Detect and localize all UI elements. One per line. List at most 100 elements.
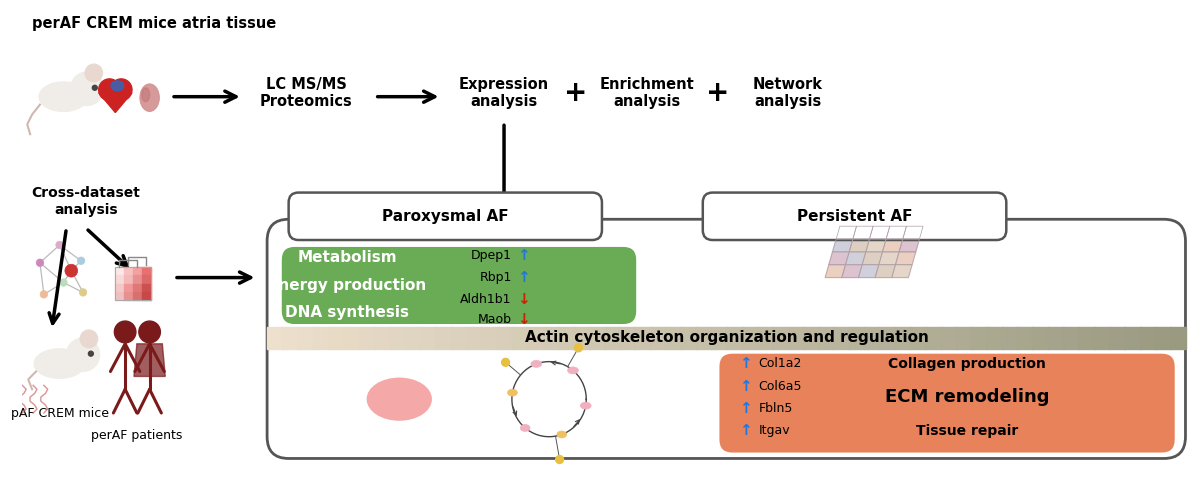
Bar <box>971 327 988 349</box>
Bar <box>115 292 124 300</box>
Circle shape <box>139 321 161 343</box>
Text: +: + <box>706 79 730 107</box>
Bar <box>436 327 451 349</box>
Bar <box>512 327 528 349</box>
Ellipse shape <box>581 402 592 409</box>
Bar <box>115 267 150 300</box>
Bar <box>343 327 360 349</box>
Bar <box>466 327 482 349</box>
Text: Expression
analysis: Expression analysis <box>458 76 550 109</box>
Polygon shape <box>870 226 889 239</box>
Ellipse shape <box>142 88 150 101</box>
Bar <box>142 292 150 300</box>
Bar <box>329 327 344 349</box>
Bar <box>635 327 650 349</box>
Text: pAF CREM mice: pAF CREM mice <box>11 407 108 420</box>
Circle shape <box>89 351 94 356</box>
Bar <box>941 327 956 349</box>
Text: Fbln5: Fbln5 <box>758 401 793 414</box>
Circle shape <box>71 72 103 106</box>
Bar <box>1063 327 1079 349</box>
Text: Energy production: Energy production <box>269 278 426 293</box>
Bar <box>133 284 142 292</box>
Bar <box>680 327 697 349</box>
Circle shape <box>114 321 136 343</box>
Bar <box>268 327 283 349</box>
Ellipse shape <box>868 199 890 217</box>
Text: Col1a2: Col1a2 <box>758 357 802 370</box>
Bar <box>133 275 142 284</box>
Polygon shape <box>134 344 166 376</box>
Bar <box>527 327 544 349</box>
Polygon shape <box>853 226 874 239</box>
Polygon shape <box>899 239 919 252</box>
Bar <box>115 284 124 292</box>
Ellipse shape <box>38 82 88 112</box>
Polygon shape <box>902 226 923 239</box>
Bar <box>710 327 727 349</box>
Bar <box>374 327 390 349</box>
Bar <box>1109 327 1126 349</box>
Circle shape <box>77 257 85 265</box>
Bar <box>1018 327 1033 349</box>
Text: Rbp1: Rbp1 <box>480 271 512 284</box>
Bar <box>787 327 804 349</box>
Text: ↑: ↑ <box>517 270 529 285</box>
Ellipse shape <box>521 425 530 431</box>
FancyBboxPatch shape <box>720 354 1175 453</box>
Text: ↓: ↓ <box>517 312 529 327</box>
Ellipse shape <box>530 360 541 368</box>
Ellipse shape <box>140 84 160 112</box>
Bar <box>773 327 788 349</box>
Bar <box>124 292 133 300</box>
Polygon shape <box>892 265 912 278</box>
Bar <box>1154 327 1171 349</box>
Ellipse shape <box>508 389 517 396</box>
Polygon shape <box>858 265 878 278</box>
Bar <box>313 327 329 349</box>
FancyBboxPatch shape <box>282 247 636 324</box>
Bar <box>848 327 865 349</box>
Bar <box>420 327 437 349</box>
Circle shape <box>85 64 103 82</box>
Bar <box>834 327 850 349</box>
Text: ECM remodeling: ECM remodeling <box>884 388 1049 406</box>
Bar <box>910 327 926 349</box>
Bar <box>588 327 605 349</box>
Text: Persistent AF: Persistent AF <box>797 209 912 224</box>
Text: Actin cytoskeleton organization and regulation: Actin cytoskeleton organization and regu… <box>526 330 929 345</box>
Bar <box>298 327 314 349</box>
Bar <box>390 327 406 349</box>
Circle shape <box>56 241 64 249</box>
Polygon shape <box>836 226 857 239</box>
Bar <box>124 267 133 275</box>
Circle shape <box>80 330 97 348</box>
Bar <box>359 327 376 349</box>
Polygon shape <box>878 252 899 265</box>
Polygon shape <box>833 239 853 252</box>
Bar <box>558 327 575 349</box>
Polygon shape <box>895 252 916 265</box>
Bar <box>925 327 942 349</box>
Bar <box>604 327 620 349</box>
Text: ↑: ↑ <box>739 379 751 394</box>
Bar <box>1032 327 1049 349</box>
Polygon shape <box>846 252 866 265</box>
Text: LC MS/MS
Proteomics: LC MS/MS Proteomics <box>260 76 353 109</box>
Bar <box>818 327 834 349</box>
Text: ↑: ↑ <box>517 248 529 263</box>
Text: Aldh1b1: Aldh1b1 <box>461 293 512 306</box>
Bar <box>1048 327 1064 349</box>
Bar <box>142 284 150 292</box>
Circle shape <box>92 85 97 90</box>
Circle shape <box>60 279 67 286</box>
Polygon shape <box>862 252 882 265</box>
Text: perAF CREM mice atria tissue: perAF CREM mice atria tissue <box>32 16 276 31</box>
Ellipse shape <box>568 367 578 374</box>
Bar <box>986 327 1003 349</box>
Bar <box>619 327 636 349</box>
Bar <box>864 327 881 349</box>
Circle shape <box>502 358 510 366</box>
Text: Col6a5: Col6a5 <box>758 380 802 393</box>
Bar <box>133 267 142 275</box>
